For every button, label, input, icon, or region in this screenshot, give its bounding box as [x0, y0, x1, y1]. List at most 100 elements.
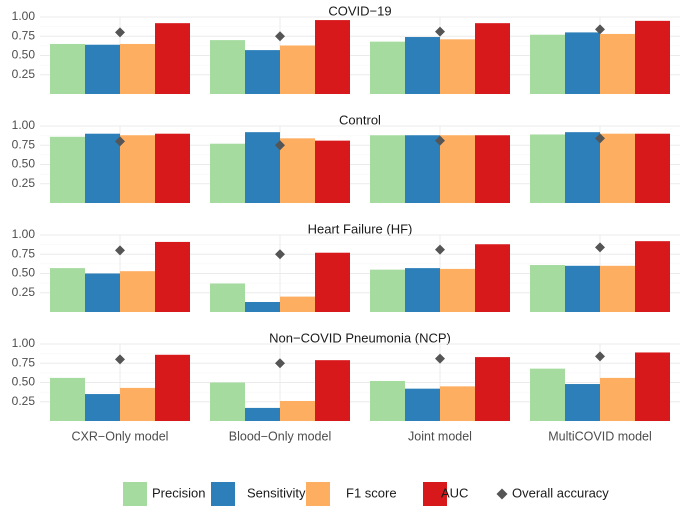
- facet-heart-failure-hf: Heart Failure (HF) 0.25 0.50 0.75 1.00: [12, 221, 680, 312]
- bar-f1-score-cxr-only-model: [120, 43, 155, 94]
- bar-precision-multicovid-model: [530, 368, 565, 421]
- y-tick-label: 0.50: [12, 375, 36, 389]
- bar-precision-multicovid-model: [530, 265, 565, 312]
- accuracy-point-joint-model: [435, 26, 445, 37]
- y-tick-label: 1.00: [12, 336, 36, 350]
- bar-f1-score-blood-only-model: [280, 296, 315, 312]
- bar-sensitivity-multicovid-model: [565, 132, 600, 203]
- bar-f1-score-cxr-only-model: [120, 271, 155, 312]
- accuracy-point-blood-only-model: [275, 140, 285, 151]
- accuracy-point-multicovid-model: [595, 24, 605, 35]
- x-tick-label: MultiCOVID model: [548, 429, 652, 443]
- y-tick-label: 0.25: [12, 285, 36, 299]
- bar-auc-joint-model: [475, 244, 510, 312]
- accuracy-point-blood-only-model: [275, 249, 285, 260]
- bar-auc-joint-model: [475, 357, 510, 421]
- y-tick-label: 0.50: [12, 157, 36, 171]
- legend-key-precision: [123, 482, 147, 506]
- bar-auc-joint-model: [475, 23, 510, 94]
- facet-non-covid-pneumonia-ncp: Non−COVID Pneumonia (NCP) 0.25 0.50 0.75 1.0…: [12, 330, 680, 421]
- y-tick-label: 0.75: [12, 355, 36, 369]
- bar-sensitivity-blood-only-model: [245, 50, 280, 94]
- facet-title: COVID−19: [328, 3, 391, 18]
- bar-sensitivity-joint-model: [405, 388, 440, 421]
- bar-sensitivity-blood-only-model: [245, 301, 280, 312]
- bar-auc-blood-only-model: [315, 360, 350, 421]
- bar-auc-cxr-only-model: [155, 241, 190, 312]
- bar-f1-score-joint-model: [440, 39, 475, 94]
- bar-auc-blood-only-model: [315, 20, 350, 94]
- y-tick-label: 1.00: [12, 118, 36, 132]
- facet-covid-19: COVID−19 0.25 0.50 0.75 1.00: [12, 3, 680, 95]
- accuracy-point-blood-only-model: [275, 31, 285, 42]
- bar-f1-score-joint-model: [440, 268, 475, 312]
- accuracy-point-joint-model: [435, 353, 445, 364]
- bar-f1-score-cxr-only-model: [120, 387, 155, 421]
- bar-sensitivity-blood-only-model: [245, 132, 280, 203]
- bar-precision-cxr-only-model: [50, 136, 85, 203]
- bar-f1-score-blood-only-model: [280, 138, 315, 203]
- legend-label-auc: AUC: [441, 485, 468, 500]
- legend-key-auc: [423, 482, 447, 506]
- bar-f1-score-joint-model: [440, 135, 475, 203]
- y-tick-label: 0.75: [12, 28, 36, 42]
- legend-key-sensitivity: [211, 482, 235, 506]
- bar-f1-score-blood-only-model: [280, 45, 315, 94]
- y-tick-label: 1.00: [12, 9, 36, 23]
- facet-title: Heart Failure (HF): [308, 221, 413, 236]
- bar-precision-joint-model: [370, 269, 405, 312]
- bar-sensitivity-cxr-only-model: [85, 133, 120, 203]
- bar-sensitivity-cxr-only-model: [85, 44, 120, 94]
- accuracy-point-blood-only-model: [275, 358, 285, 369]
- bar-auc-cxr-only-model: [155, 23, 190, 94]
- facet-title: Control: [339, 112, 381, 127]
- legend-label-precision: Precision: [152, 485, 205, 500]
- bar-precision-joint-model: [370, 380, 405, 421]
- legend-key-f1-score: [306, 482, 330, 506]
- bar-f1-score-multicovid-model: [600, 133, 635, 203]
- bar-sensitivity-joint-model: [405, 135, 440, 203]
- legend-label-f1-score: F1 score: [346, 485, 397, 500]
- bar-precision-joint-model: [370, 41, 405, 94]
- legend-key-overall-accuracy: [496, 488, 508, 500]
- accuracy-point-cxr-only-model: [115, 27, 125, 38]
- bar-sensitivity-multicovid-model: [565, 265, 600, 312]
- bar-f1-score-multicovid-model: [600, 33, 635, 94]
- x-tick-label: Joint model: [408, 429, 472, 443]
- legend: Precision Sensitivity F1 score AUC Overall a…: [123, 482, 609, 506]
- accuracy-point-cxr-only-model: [115, 354, 125, 365]
- facet-control: Control 0.25 0.50 0.75 1.00: [12, 112, 680, 203]
- bar-auc-cxr-only-model: [155, 354, 190, 421]
- accuracy-point-joint-model: [435, 244, 445, 255]
- bar-auc-multicovid-model: [635, 20, 670, 95]
- legend-label-sensitivity: Sensitivity: [247, 485, 306, 500]
- bar-sensitivity-cxr-only-model: [85, 394, 120, 421]
- bar-f1-score-joint-model: [440, 386, 475, 421]
- y-tick-label: 1.00: [12, 227, 36, 241]
- bar-precision-cxr-only-model: [50, 268, 85, 312]
- bar-auc-cxr-only-model: [155, 133, 190, 203]
- bar-auc-blood-only-model: [315, 252, 350, 312]
- y-tick-label: 0.25: [12, 176, 36, 190]
- accuracy-point-multicovid-model: [595, 351, 605, 362]
- bar-auc-blood-only-model: [315, 140, 350, 203]
- x-tick-label: Blood−Only model: [229, 429, 332, 443]
- bar-precision-joint-model: [370, 135, 405, 203]
- bar-sensitivity-joint-model: [405, 268, 440, 312]
- bar-sensitivity-blood-only-model: [245, 407, 280, 421]
- bar-sensitivity-cxr-only-model: [85, 273, 120, 312]
- accuracy-point-multicovid-model: [595, 242, 605, 253]
- y-tick-label: 0.75: [12, 137, 36, 151]
- accuracy-point-cxr-only-model: [115, 136, 125, 147]
- bar-sensitivity-multicovid-model: [565, 32, 600, 94]
- accuracy-point-multicovid-model: [595, 133, 605, 144]
- legend-label-overall-accuracy: Overall accuracy: [512, 485, 609, 500]
- bar-auc-joint-model: [475, 135, 510, 203]
- bar-precision-blood-only-model: [210, 40, 245, 94]
- bar-precision-blood-only-model: [210, 283, 245, 312]
- y-tick-label: 0.25: [12, 67, 36, 81]
- bar-sensitivity-multicovid-model: [565, 384, 600, 421]
- bar-f1-score-blood-only-model: [280, 400, 315, 421]
- y-tick-label: 0.75: [12, 246, 36, 260]
